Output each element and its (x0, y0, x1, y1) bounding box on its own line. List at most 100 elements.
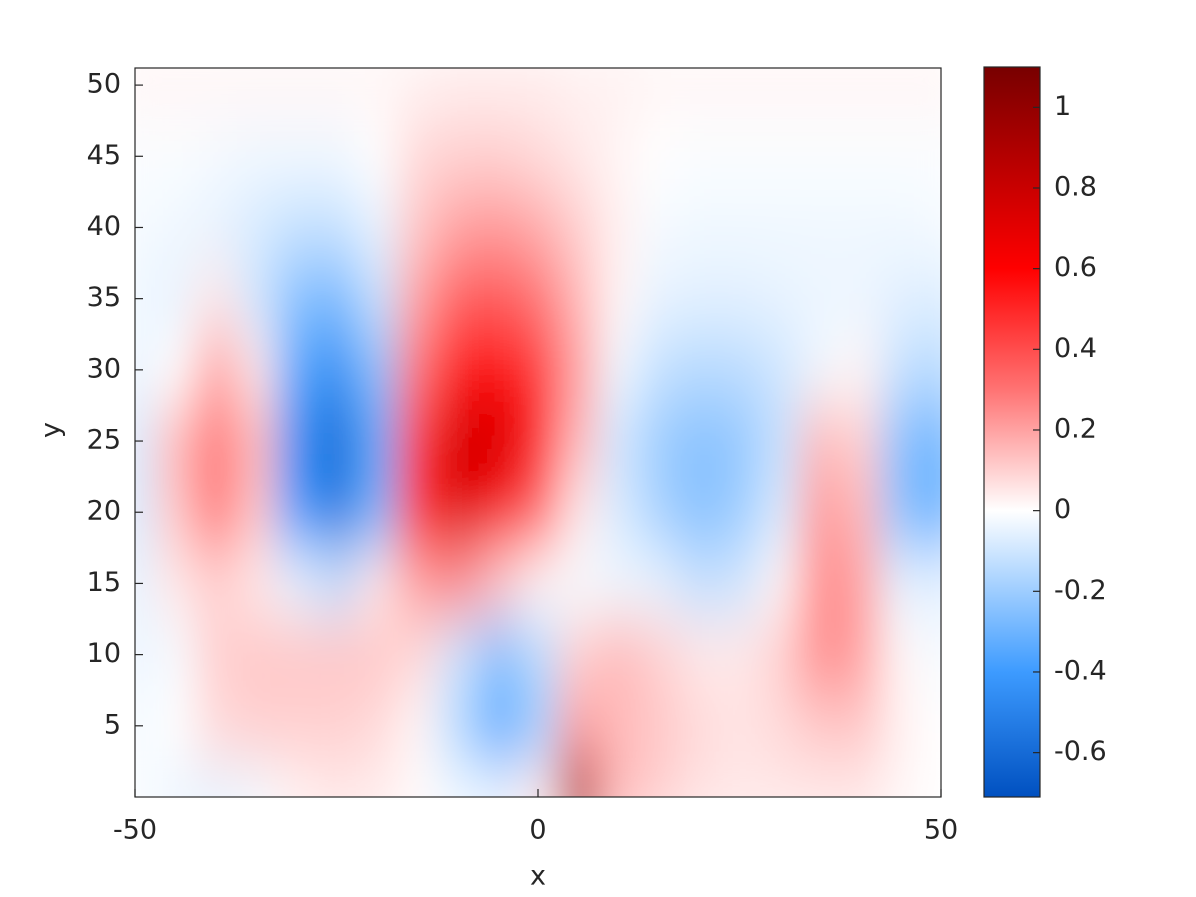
heat-cell (235, 619, 277, 691)
heat-cell (880, 120, 922, 193)
heat-cell (799, 690, 841, 762)
heat-cell (155, 761, 196, 797)
heat-cell (638, 120, 680, 193)
colorbar-tick-label: -0.4 (1054, 655, 1107, 686)
heat-cell (920, 68, 941, 122)
heat-cell (276, 68, 317, 122)
y-axis-label: y (36, 422, 67, 438)
heat-cell (840, 547, 882, 620)
heat-cell (235, 476, 277, 549)
heat-cell (477, 263, 519, 335)
heat-cell (477, 68, 519, 122)
x-tick-label: 0 (529, 815, 546, 846)
heat-cell (437, 476, 479, 549)
heat-cell (638, 619, 680, 691)
heat-cell (799, 68, 841, 122)
heat-cell (235, 120, 277, 193)
heat-cell (235, 761, 277, 797)
heat-cell (679, 68, 720, 122)
heat-cell (135, 761, 156, 797)
heat-cell (558, 68, 599, 122)
heat-cell (356, 405, 398, 478)
heat-cell (235, 690, 277, 762)
colorbar-tick-label: 1 (1054, 91, 1071, 122)
y-tick-label: 40 (87, 211, 121, 242)
heat-cell (920, 761, 941, 797)
heat-cell (558, 334, 599, 406)
heat-cell (316, 191, 358, 264)
heat-cell (235, 547, 277, 620)
heatmap (135, 68, 941, 797)
heat-cell (135, 619, 156, 691)
heat-cell (840, 619, 882, 691)
heat-cell (356, 334, 398, 406)
heat-cell (517, 334, 559, 406)
heat-cell (840, 761, 882, 797)
heat-cell (759, 191, 801, 264)
heat-cell (235, 263, 277, 335)
heat-cell (598, 68, 640, 122)
heat-cell (719, 334, 761, 406)
heat-cell (437, 619, 479, 691)
heat-cell (799, 476, 841, 549)
heat-cell (679, 263, 720, 335)
heat-cell (316, 120, 358, 193)
heat-cell (155, 547, 196, 620)
heat-cell (799, 120, 841, 193)
heat-cell (920, 476, 941, 549)
heat-cell (719, 263, 761, 335)
heat-cell (558, 547, 599, 620)
heat-cell (517, 191, 559, 264)
heat-cell (477, 334, 519, 406)
heat-cell (316, 619, 358, 691)
heat-cell (195, 263, 237, 335)
heat-cell (396, 761, 438, 797)
heat-cell (880, 334, 922, 406)
heat-cell (759, 547, 801, 620)
heat-cell (396, 405, 438, 478)
y-tick-label: 25 (87, 425, 121, 456)
heat-cell (679, 761, 720, 797)
heat-cell (598, 334, 640, 406)
heat-cell (840, 476, 882, 549)
heat-cell (517, 476, 559, 549)
heat-cell (880, 761, 922, 797)
heat-cell (135, 191, 156, 264)
heat-cell (276, 690, 317, 762)
colorbar-tick-label: -0.2 (1054, 575, 1107, 606)
colorbar-tick-label: 0.6 (1054, 252, 1097, 283)
heat-cell (316, 263, 358, 335)
heat-cell (437, 761, 479, 797)
heat-cell (719, 405, 761, 478)
heat-cell (880, 263, 922, 335)
heat-cell (598, 547, 640, 620)
heat-cell (437, 263, 479, 335)
heat-cell (638, 405, 680, 478)
heat-cell (316, 690, 358, 762)
heat-cell (799, 191, 841, 264)
heat-cell (598, 120, 640, 193)
heat-cell (598, 619, 640, 691)
heat-cell (517, 619, 559, 691)
heat-cell (558, 120, 599, 193)
y-tick-label: 35 (87, 282, 121, 313)
heat-cell (679, 476, 720, 549)
heat-cell (477, 690, 519, 762)
heat-cell (759, 761, 801, 797)
heat-cell (396, 263, 438, 335)
heat-cell (558, 405, 599, 478)
heat-cell (276, 619, 317, 691)
y-tick-label: 50 (87, 69, 121, 100)
heat-cell (356, 263, 398, 335)
heat-cell (920, 619, 941, 691)
x-tick-label: 50 (924, 815, 958, 846)
heat-cell (195, 120, 237, 193)
colorbar-tick-label: -0.6 (1054, 736, 1107, 767)
heat-cell (316, 761, 358, 797)
colorbar-tick-label: 0.8 (1054, 171, 1097, 202)
y-tick-label: 10 (87, 638, 121, 669)
heat-cell (638, 263, 680, 335)
heat-cell (155, 619, 196, 691)
heat-cell (679, 334, 720, 406)
heat-cell (437, 690, 479, 762)
